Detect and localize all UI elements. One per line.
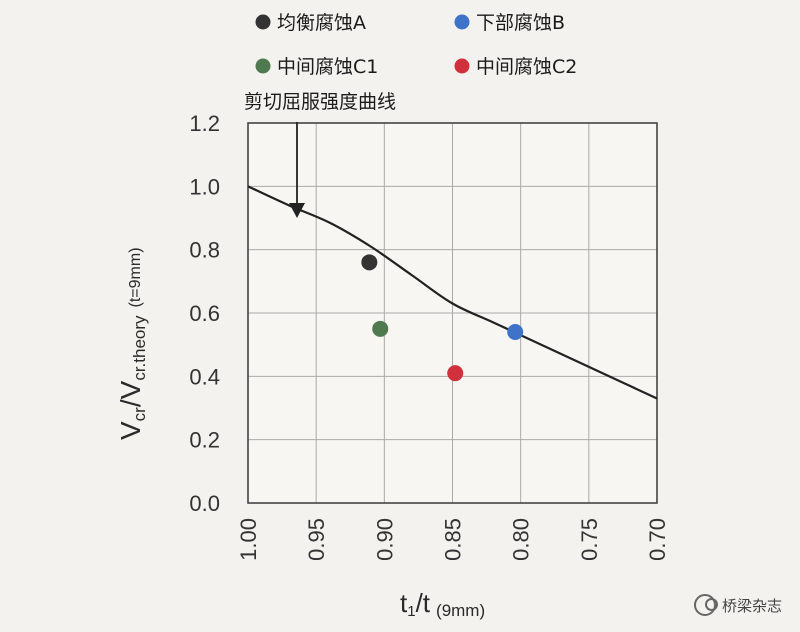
data-point [361, 254, 378, 271]
plot-frame [247, 122, 658, 504]
legend-label: 下部腐蚀B [476, 12, 565, 34]
x-tick-label: 0.95 [304, 518, 329, 561]
y-tick-label: 0.8 [189, 238, 220, 263]
legend-label: 中间腐蚀C1 [277, 56, 378, 78]
x-tick-label: 0.70 [645, 518, 670, 561]
y-tick-label: 1.0 [189, 174, 220, 199]
plot-grid [247, 122, 658, 504]
y-tick-labels: 0.0 0.2 0.4 0.6 0.8 1.0 1.2 [189, 111, 220, 516]
x-tick-labels: 1.00 0.95 0.90 0.85 0.80 0.75 0.70 [236, 518, 670, 561]
x-tick-label: 0.80 [509, 518, 534, 561]
x-axis-title: t1/t (9mm) [400, 588, 485, 620]
data-points [361, 254, 524, 382]
shear-yield-curve [247, 185, 658, 400]
watermark-text: 桥梁杂志 [721, 596, 782, 615]
watermark: 桥梁杂志 [693, 594, 782, 616]
y-tick-label: 0.6 [189, 301, 220, 326]
legend-marker [454, 58, 470, 74]
data-point [447, 365, 464, 382]
legend-marker [255, 14, 271, 30]
x-tick-label: 0.90 [372, 518, 397, 561]
y-tick-label: 0.0 [189, 491, 220, 516]
legend-label: 均衡腐蚀A [277, 12, 366, 34]
x-tick-label: 1.00 [236, 518, 261, 561]
legend-marker [454, 14, 470, 30]
legend-marker [255, 58, 271, 74]
y-tick-label: 0.4 [189, 364, 220, 389]
y-axis-title: Vcr/Vcr.theory(t=9mm) [115, 247, 149, 440]
data-point [507, 324, 524, 340]
wechat-icon [693, 594, 718, 616]
x-tick-label: 0.85 [441, 518, 466, 561]
y-tick-label: 1.2 [189, 111, 220, 136]
y-tick-label: 0.2 [189, 428, 220, 453]
legend: 均衡腐蚀A 下部腐蚀B 中间腐蚀C1 中间腐蚀C2 [255, 12, 577, 78]
annotation-arrow [289, 122, 305, 218]
legend-label: 中间腐蚀C2 [476, 56, 577, 78]
data-point [372, 320, 389, 337]
curve-annotation: 剪切屈服强度曲线 [244, 91, 396, 113]
x-tick-label: 0.75 [577, 518, 602, 561]
